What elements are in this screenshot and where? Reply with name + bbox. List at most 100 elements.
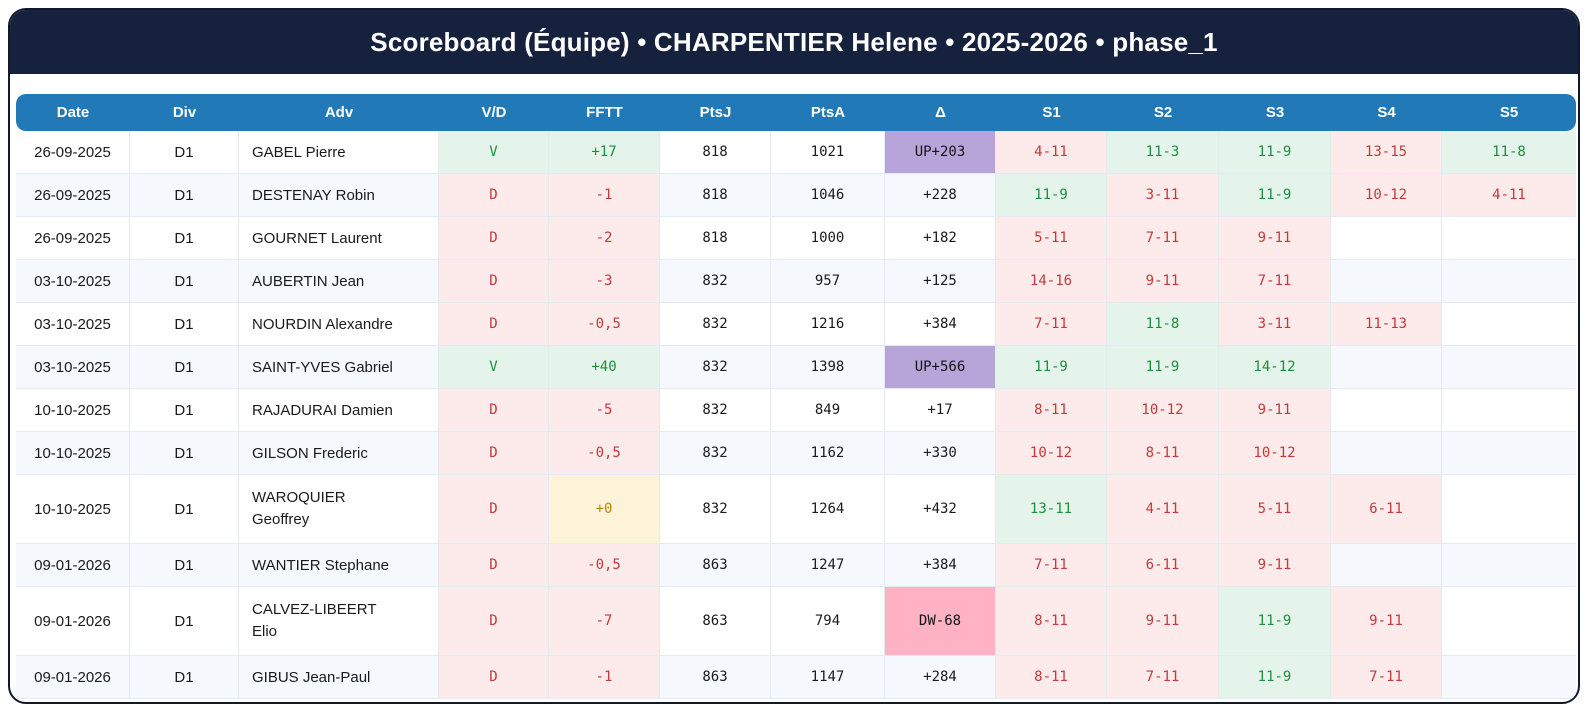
opponent-name: WAROQUIER Geoffrey — [252, 489, 346, 528]
delta-cell: +125 — [885, 260, 996, 303]
opponent-cell: GIBUS Jean-Paul — [239, 656, 439, 699]
result-cell: D — [439, 303, 549, 346]
set3-cell: 11-9 — [1219, 174, 1331, 217]
opponent-cell: WANTIER Stephane — [239, 544, 439, 587]
table-row: 03-10-2025 D1 AUBERTIN Jean D -3 832 957… — [16, 260, 1576, 303]
division-cell: D1 — [130, 260, 239, 303]
set3-cell: 9-11 — [1219, 217, 1331, 260]
player-points-cell: 832 — [660, 303, 771, 346]
opponent-points-cell: 1264 — [771, 475, 885, 544]
column-header-fftt: FFTT — [549, 94, 660, 131]
opponent-cell: SAINT-YVES Gabriel — [239, 346, 439, 389]
set5-cell — [1442, 217, 1576, 260]
table-row: 09-01-2026 D1 CALVEZ-LIBEERT Elio D -7 8… — [16, 587, 1576, 656]
opponent-points-cell: 1000 — [771, 217, 885, 260]
delta-cell: DW-68 — [885, 587, 996, 656]
division-cell: D1 — [130, 544, 239, 587]
set3-cell: 7-11 — [1219, 260, 1331, 303]
column-header-div: Div — [130, 94, 239, 131]
opponent-name: NOURDIN Alexandre — [252, 315, 393, 333]
division-cell: D1 — [130, 303, 239, 346]
fftt-points-cell: -1 — [549, 656, 660, 699]
set2-cell: 9-11 — [1107, 587, 1219, 656]
player-points-cell: 832 — [660, 389, 771, 432]
opponent-name: WANTIER Stephane — [252, 556, 389, 574]
player-points-cell: 832 — [660, 346, 771, 389]
set4-cell — [1331, 217, 1442, 260]
column-header-s1: S1 — [996, 94, 1107, 131]
opponent-cell: DESTENAY Robin — [239, 174, 439, 217]
opponent-name: GABEL Pierre — [252, 143, 346, 161]
opponent-cell: GABEL Pierre — [239, 131, 439, 174]
date-cell: 26-09-2025 — [16, 217, 130, 260]
column-header-s5: S5 — [1442, 94, 1576, 131]
player-points-cell: 832 — [660, 260, 771, 303]
set5-cell — [1442, 260, 1576, 303]
table-row: 10-10-2025 D1 WAROQUIER Geoffrey D +0 83… — [16, 475, 1576, 544]
opponent-points-cell: 1046 — [771, 174, 885, 217]
division-cell: D1 — [130, 131, 239, 174]
result-cell: D — [439, 544, 549, 587]
opponent-cell: WAROQUIER Geoffrey — [239, 475, 439, 544]
set1-cell: 5-11 — [996, 217, 1107, 260]
opponent-points-cell: 1162 — [771, 432, 885, 475]
date-cell: 09-01-2026 — [16, 587, 130, 656]
fftt-points-cell: +17 — [549, 131, 660, 174]
opponent-points-cell: 794 — [771, 587, 885, 656]
set1-cell: 11-9 — [996, 346, 1107, 389]
result-cell: D — [439, 217, 549, 260]
set3-cell: 10-12 — [1219, 432, 1331, 475]
player-points-cell: 818 — [660, 217, 771, 260]
set4-cell: 11-13 — [1331, 303, 1442, 346]
fftt-points-cell: +0 — [549, 475, 660, 544]
table-body: 26-09-2025 D1 GABEL Pierre V +17 818 102… — [16, 131, 1576, 699]
set4-cell — [1331, 389, 1442, 432]
delta-cell: +432 — [885, 475, 996, 544]
opponent-points-cell: 849 — [771, 389, 885, 432]
opponent-cell: AUBERTIN Jean — [239, 260, 439, 303]
set1-cell: 13-11 — [996, 475, 1107, 544]
opponent-cell: NOURDIN Alexandre — [239, 303, 439, 346]
fftt-points-cell: -0,5 — [549, 432, 660, 475]
fftt-points-cell: +40 — [549, 346, 660, 389]
opponent-points-cell: 1247 — [771, 544, 885, 587]
table-header-row: Date Div Adv V/D FFTT PtsJ PtsA Δ S1 S2 … — [16, 94, 1576, 131]
set3-cell: 9-11 — [1219, 389, 1331, 432]
result-cell: V — [439, 131, 549, 174]
page-title: Scoreboard (Équipe) • CHARPENTIER Helene… — [370, 26, 1218, 57]
set1-cell: 8-11 — [996, 587, 1107, 656]
title-bar: Scoreboard (Équipe) • CHARPENTIER Helene… — [10, 10, 1578, 74]
table-row: 26-09-2025 D1 GOURNET Laurent D -2 818 1… — [16, 217, 1576, 260]
result-cell: D — [439, 432, 549, 475]
result-cell: D — [439, 260, 549, 303]
division-cell: D1 — [130, 587, 239, 656]
table-row: 26-09-2025 D1 DESTENAY Robin D -1 818 10… — [16, 174, 1576, 217]
opponent-name: GIBUS Jean-Paul — [252, 668, 371, 686]
set4-cell — [1331, 544, 1442, 587]
delta-cell: UP+566 — [885, 346, 996, 389]
set2-cell: 3-11 — [1107, 174, 1219, 217]
opponent-cell: CALVEZ-LIBEERT Elio — [239, 587, 439, 656]
date-cell: 26-09-2025 — [16, 174, 130, 217]
delta-cell: +17 — [885, 389, 996, 432]
set3-cell: 9-11 — [1219, 544, 1331, 587]
column-header-s3: S3 — [1219, 94, 1331, 131]
set5-cell — [1442, 389, 1576, 432]
column-header-s2: S2 — [1107, 94, 1219, 131]
delta-cell: +384 — [885, 303, 996, 346]
date-cell: 10-10-2025 — [16, 389, 130, 432]
set3-cell: 11-9 — [1219, 656, 1331, 699]
opponent-points-cell: 1216 — [771, 303, 885, 346]
opponent-name: SAINT-YVES Gabriel — [252, 358, 393, 376]
set1-cell: 7-11 — [996, 544, 1107, 587]
result-cell: V — [439, 346, 549, 389]
date-cell: 26-09-2025 — [16, 131, 130, 174]
date-cell: 09-01-2026 — [16, 544, 130, 587]
set1-cell: 8-11 — [996, 389, 1107, 432]
column-header-vd: V/D — [439, 94, 549, 131]
date-cell: 09-01-2026 — [16, 656, 130, 699]
set5-cell: 11-8 — [1442, 131, 1576, 174]
set3-cell: 11-9 — [1219, 131, 1331, 174]
fftt-points-cell: -1 — [549, 174, 660, 217]
delta-cell: UP+203 — [885, 131, 996, 174]
